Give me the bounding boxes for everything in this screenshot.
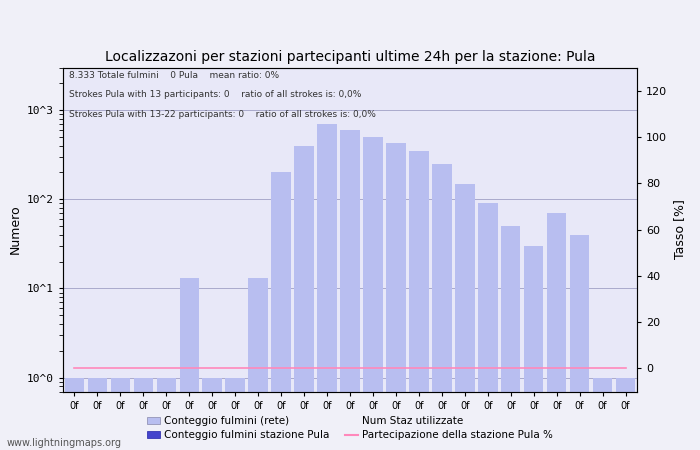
- Bar: [524, 246, 543, 450]
- Bar: [64, 378, 84, 450]
- Bar: [616, 378, 636, 450]
- Bar: [202, 378, 222, 450]
- Bar: [248, 278, 268, 450]
- Bar: [225, 378, 245, 450]
- Bar: [340, 130, 360, 450]
- Bar: [593, 378, 612, 450]
- Bar: [294, 145, 314, 450]
- Bar: [409, 151, 428, 450]
- Bar: [134, 378, 153, 450]
- Text: Strokes Pula with 13-22 participants: 0    ratio of all strokes is: 0,0%: Strokes Pula with 13-22 participants: 0 …: [69, 110, 376, 119]
- Text: www.lightningmaps.org: www.lightningmaps.org: [7, 438, 122, 448]
- Bar: [478, 203, 498, 450]
- Bar: [501, 226, 521, 450]
- Bar: [547, 213, 566, 450]
- Bar: [88, 378, 107, 450]
- Legend: Conteggio fulmini (rete), Conteggio fulmini stazione Pula, Num Staz utilizzate, : Conteggio fulmini (rete), Conteggio fulm…: [148, 416, 552, 440]
- Text: Strokes Pula with 13 participants: 0    ratio of all strokes is: 0,0%: Strokes Pula with 13 participants: 0 rat…: [69, 90, 361, 99]
- Bar: [432, 164, 452, 450]
- Title: Localizzazoni per stazioni partecipanti ultime 24h per la stazione: Pula: Localizzazoni per stazioni partecipanti …: [105, 50, 595, 63]
- Bar: [179, 278, 199, 450]
- Bar: [455, 184, 475, 450]
- Bar: [386, 143, 406, 450]
- Bar: [317, 124, 337, 450]
- Y-axis label: Numero: Numero: [8, 205, 22, 254]
- Bar: [272, 172, 291, 450]
- Y-axis label: Tasso [%]: Tasso [%]: [673, 199, 686, 260]
- Bar: [157, 378, 176, 450]
- Bar: [363, 137, 383, 450]
- Bar: [111, 378, 130, 450]
- Text: 8.333 Totale fulmini    0 Pula    mean ratio: 0%: 8.333 Totale fulmini 0 Pula mean ratio: …: [69, 71, 279, 80]
- Bar: [570, 235, 589, 450]
